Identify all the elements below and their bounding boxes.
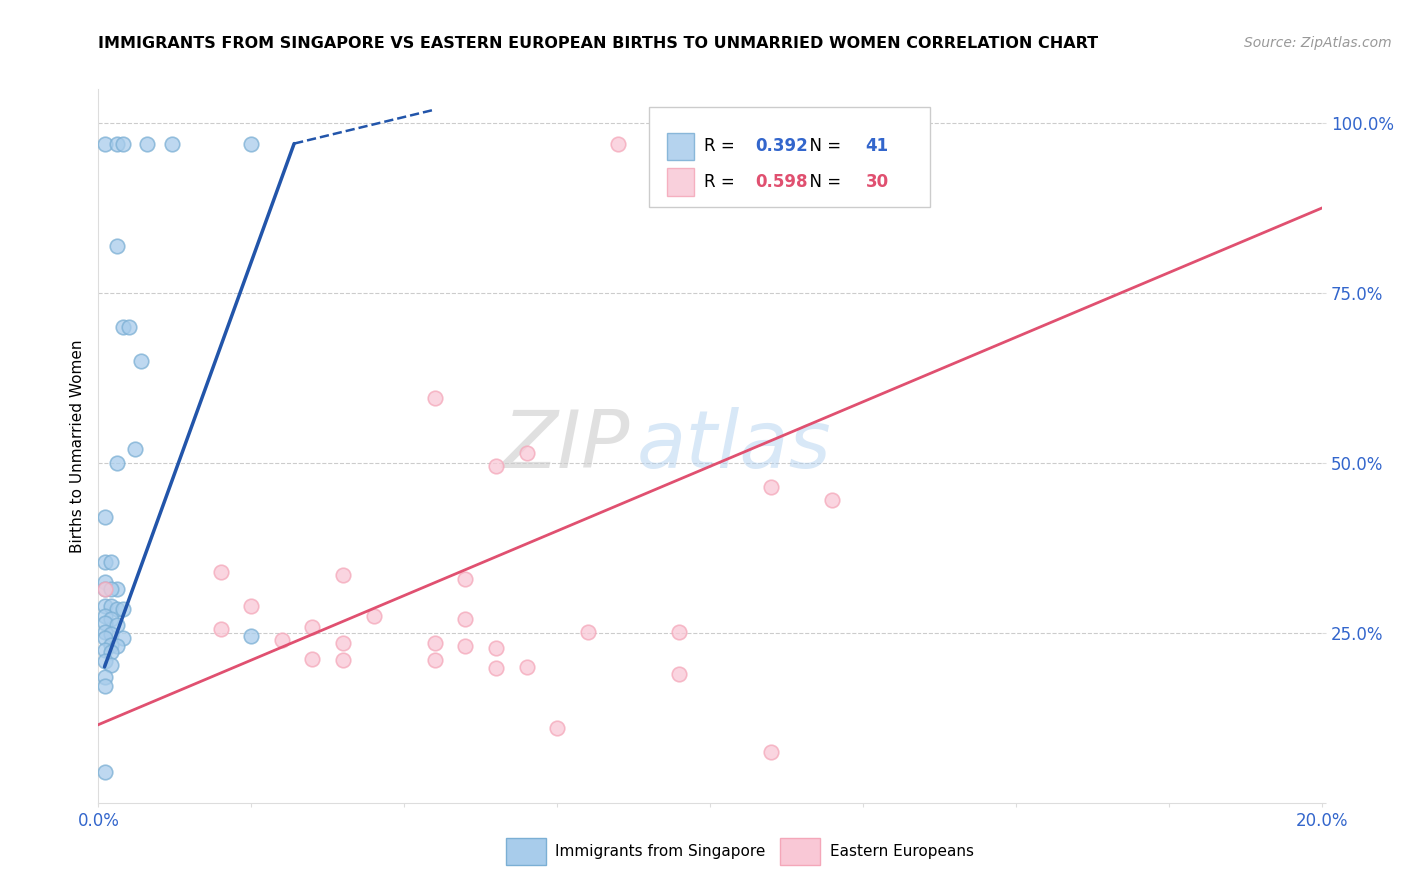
Point: [100, 657, 122, 672]
Point: [454, 612, 477, 626]
Point: [240, 599, 263, 613]
Point: [111, 602, 134, 616]
Point: [759, 745, 782, 759]
Point: [485, 640, 508, 655]
Point: [100, 555, 122, 569]
Point: [105, 617, 128, 632]
FancyBboxPatch shape: [668, 133, 695, 160]
Point: [105, 456, 128, 470]
Text: 0.392: 0.392: [755, 137, 808, 155]
Point: [209, 623, 232, 637]
Point: [93, 510, 115, 524]
Point: [105, 136, 128, 151]
Point: [93, 574, 115, 589]
Point: [124, 442, 146, 457]
Point: [105, 602, 128, 616]
Point: [93, 631, 115, 645]
Text: Eastern Europeans: Eastern Europeans: [830, 845, 973, 859]
Point: [111, 320, 134, 334]
Point: [209, 565, 232, 579]
Point: [93, 679, 115, 693]
Text: ZIP: ZIP: [503, 407, 630, 485]
FancyBboxPatch shape: [668, 169, 695, 195]
Point: [821, 493, 844, 508]
Point: [118, 320, 141, 334]
Point: [111, 631, 134, 645]
Point: [607, 136, 630, 151]
FancyBboxPatch shape: [648, 107, 931, 207]
Point: [516, 660, 538, 674]
Point: [93, 582, 115, 596]
Point: [423, 392, 446, 406]
Point: [423, 636, 446, 650]
Point: [93, 136, 115, 151]
Point: [93, 670, 115, 684]
Text: 41: 41: [865, 137, 889, 155]
Point: [485, 661, 508, 675]
Point: [100, 599, 122, 613]
Point: [100, 638, 122, 652]
Point: [136, 136, 159, 151]
Point: [454, 572, 477, 586]
Point: [105, 582, 128, 596]
Point: [546, 721, 568, 735]
Point: [111, 136, 134, 151]
Point: [93, 608, 115, 623]
Text: N =: N =: [800, 173, 846, 191]
Point: [576, 624, 599, 639]
Point: [454, 640, 477, 654]
Text: 30: 30: [865, 173, 889, 191]
Point: [363, 608, 385, 623]
Text: R =: R =: [704, 173, 740, 191]
Point: [93, 582, 115, 596]
Text: Immigrants from Singapore: Immigrants from Singapore: [555, 845, 766, 859]
Point: [759, 480, 782, 494]
Point: [423, 653, 446, 667]
Text: IMMIGRANTS FROM SINGAPORE VS EASTERN EUROPEAN BIRTHS TO UNMARRIED WOMEN CORRELAT: IMMIGRANTS FROM SINGAPORE VS EASTERN EUR…: [98, 36, 1098, 51]
Point: [93, 643, 115, 657]
Point: [485, 459, 508, 474]
Point: [301, 620, 323, 634]
Point: [129, 354, 152, 368]
Point: [668, 666, 690, 681]
Point: [100, 627, 122, 641]
Point: [100, 612, 122, 626]
Point: [93, 655, 115, 669]
Point: [332, 636, 354, 650]
Point: [93, 599, 115, 613]
Point: [93, 765, 115, 780]
Point: [332, 653, 354, 667]
Y-axis label: Births to Unmarried Women: Births to Unmarried Women: [69, 339, 84, 553]
Text: R =: R =: [704, 137, 740, 155]
Point: [100, 645, 122, 659]
Point: [332, 568, 354, 582]
Text: N =: N =: [800, 137, 846, 155]
Point: [100, 582, 122, 596]
Text: 0.598: 0.598: [755, 173, 808, 191]
Point: [301, 651, 323, 665]
Point: [240, 136, 263, 151]
Point: [105, 238, 128, 252]
Point: [668, 624, 690, 639]
Point: [270, 632, 292, 647]
Point: [93, 615, 115, 630]
Point: [93, 624, 115, 639]
Point: [240, 629, 263, 643]
Text: atlas: atlas: [637, 407, 831, 485]
Point: [93, 555, 115, 569]
Text: Source: ZipAtlas.com: Source: ZipAtlas.com: [1244, 36, 1392, 50]
Point: [105, 640, 128, 654]
Point: [516, 446, 538, 460]
Point: [160, 136, 183, 151]
